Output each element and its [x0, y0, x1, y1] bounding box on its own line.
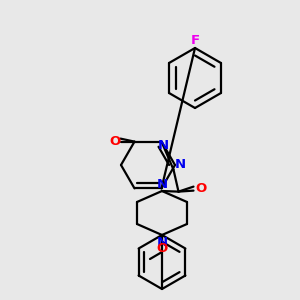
Text: N: N	[156, 178, 168, 190]
Text: N: N	[156, 236, 168, 248]
Text: O: O	[156, 242, 168, 256]
Text: F: F	[190, 34, 200, 46]
Text: N: N	[158, 139, 169, 152]
Text: O: O	[195, 182, 206, 195]
Text: N: N	[174, 158, 186, 172]
Text: O: O	[109, 135, 120, 148]
